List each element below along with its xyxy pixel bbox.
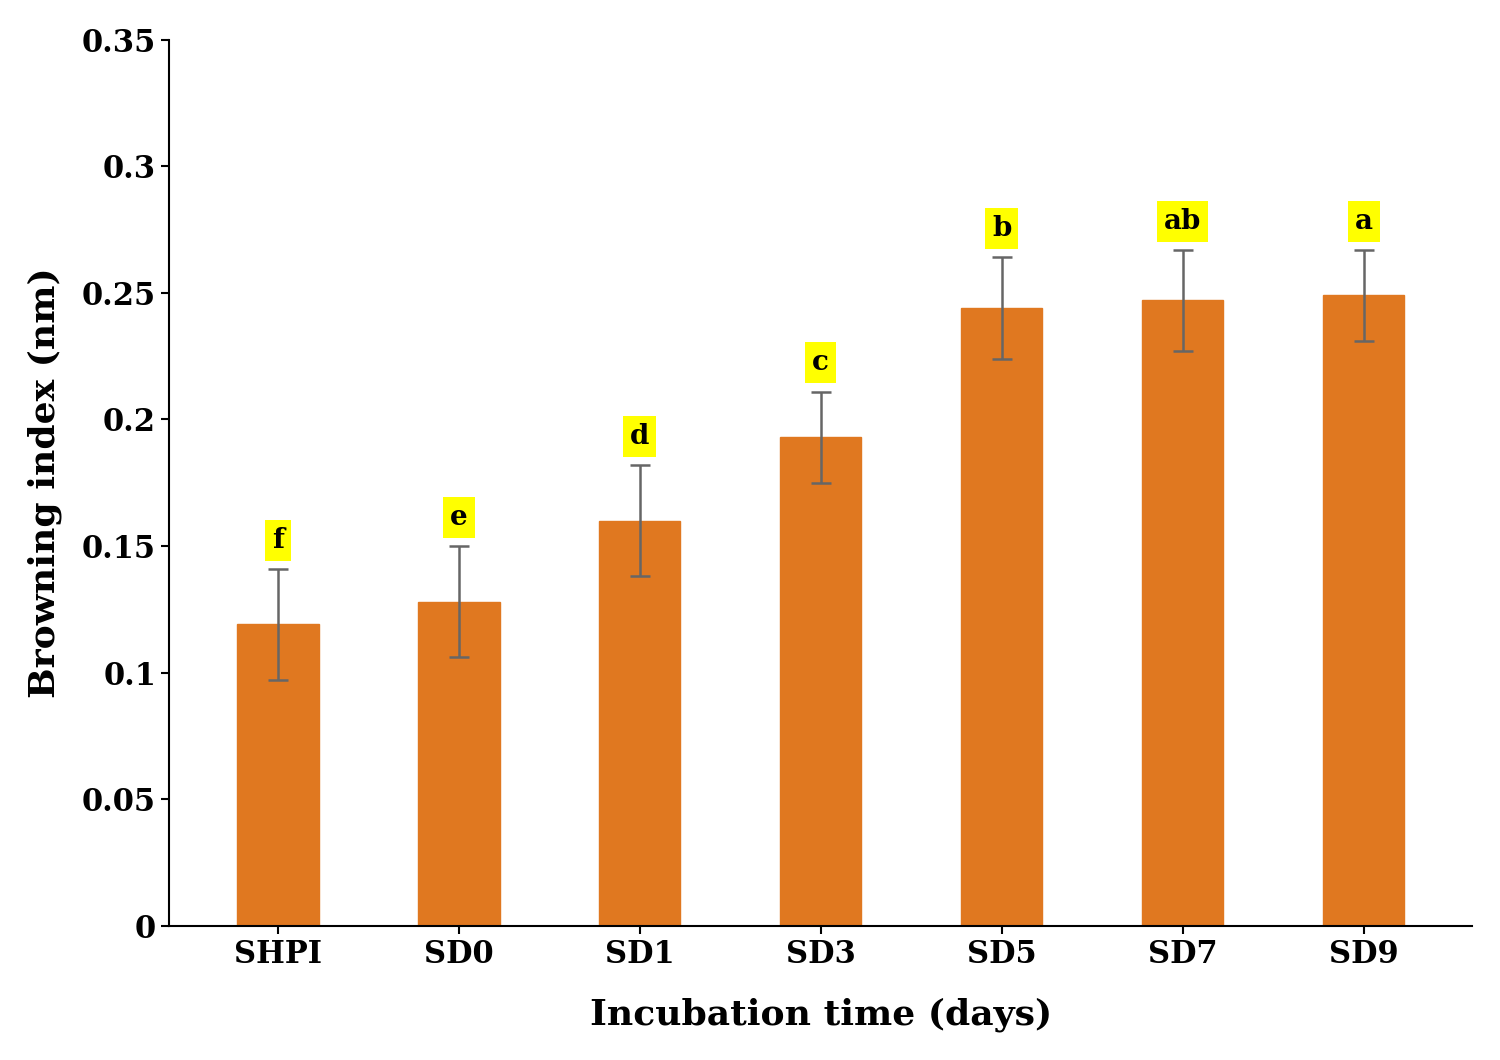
Bar [419,602,500,925]
Bar [1142,300,1224,925]
Bar [237,624,318,925]
Bar [780,437,861,925]
Text: ab: ab [1164,208,1202,234]
X-axis label: Incubation time (days): Incubation time (days) [590,997,1052,1032]
Text: f: f [272,527,284,553]
Bar [962,308,1042,925]
Text: d: d [630,423,650,449]
Bar [598,520,681,925]
Text: e: e [450,504,468,531]
Y-axis label: Browning index (nm): Browning index (nm) [28,267,63,699]
Text: b: b [992,215,1011,243]
Text: a: a [1354,208,1372,234]
Text: c: c [813,350,830,376]
Bar [1323,296,1404,925]
